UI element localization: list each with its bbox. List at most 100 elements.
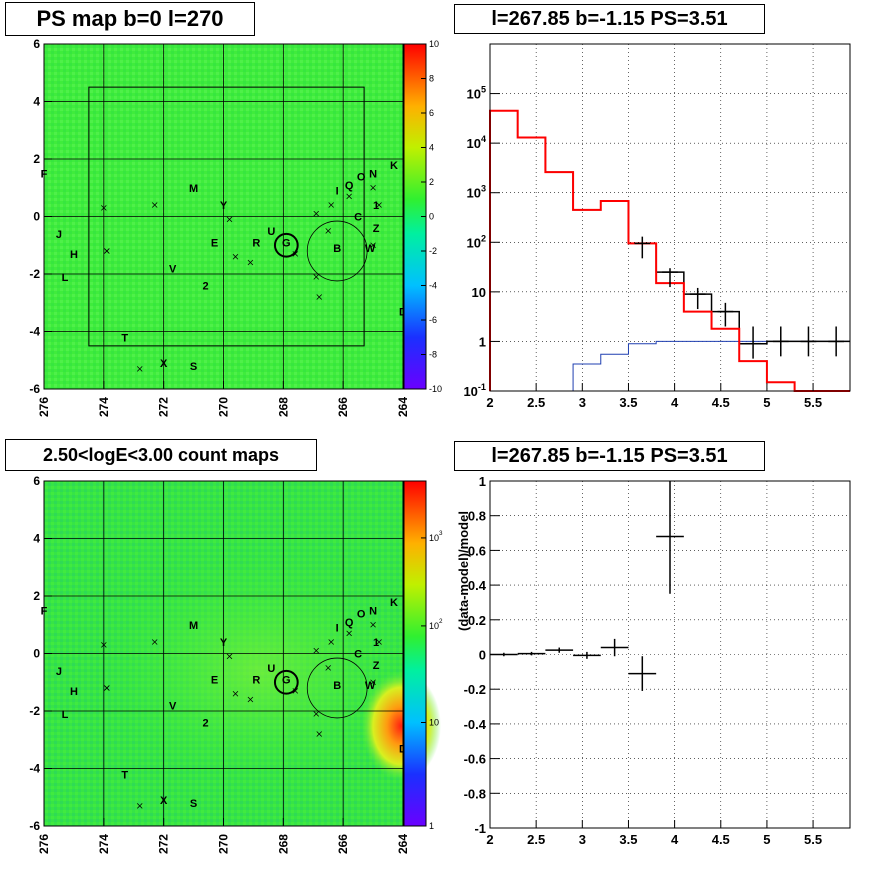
colorbar-tick-label: -10 bbox=[429, 384, 442, 394]
source-label: V bbox=[169, 700, 177, 712]
source-label: 1 bbox=[373, 200, 379, 212]
colorbar-tick-label: 6 bbox=[429, 108, 434, 118]
y-tick-label: 0.2 bbox=[468, 613, 486, 628]
source-label: C bbox=[354, 212, 362, 224]
source-label: Z bbox=[373, 223, 380, 235]
y-tick-label: 0.4 bbox=[468, 578, 487, 593]
source-cross bbox=[328, 639, 334, 645]
source-cross bbox=[313, 711, 320, 717]
x-tick-label: 2.5 bbox=[527, 832, 545, 847]
source-label: X bbox=[160, 795, 168, 807]
x-tick-label: 4.5 bbox=[712, 395, 730, 410]
colorbar-tick-label: 1 bbox=[429, 821, 434, 831]
source-cross bbox=[101, 642, 107, 648]
source-label: H bbox=[70, 249, 78, 261]
colorbar-tick-label: 4 bbox=[429, 143, 434, 153]
y-tick-label: 0.6 bbox=[468, 543, 486, 558]
source-label: K bbox=[390, 160, 398, 172]
x-tick-label: 276 bbox=[37, 397, 51, 417]
source-cross bbox=[151, 202, 158, 208]
source-cross bbox=[292, 251, 299, 257]
x-tick-label: 274 bbox=[97, 834, 111, 854]
x-tick-label: 270 bbox=[217, 834, 231, 854]
x-tick-label: 2.5 bbox=[527, 395, 545, 410]
source-cross bbox=[325, 665, 331, 671]
source-label: E bbox=[211, 237, 218, 249]
y-tick-label: 104 bbox=[466, 134, 486, 151]
source-cross bbox=[370, 184, 376, 191]
x-tick-label: 276 bbox=[37, 834, 51, 854]
y-tick-label: -0.8 bbox=[464, 786, 486, 801]
source-circle-b bbox=[306, 657, 368, 719]
source-label: 2 bbox=[202, 718, 208, 730]
source-cross bbox=[247, 696, 254, 703]
source-cross bbox=[370, 679, 376, 686]
source-cross bbox=[376, 202, 382, 208]
x-tick-label: 5.5 bbox=[804, 395, 822, 410]
x-tick-label: 266 bbox=[336, 834, 350, 854]
source-label: Y bbox=[220, 637, 228, 649]
x-tick-label: 5 bbox=[763, 395, 770, 410]
source-label: X bbox=[160, 358, 168, 370]
source-label: R bbox=[252, 674, 260, 686]
source-label: B bbox=[333, 680, 341, 692]
source-label: W bbox=[365, 680, 376, 692]
source-label: Z bbox=[373, 660, 380, 672]
source-label: U bbox=[267, 226, 275, 238]
source-label: E bbox=[211, 674, 218, 686]
y-tick-label: 2 bbox=[33, 589, 40, 603]
colorbar-tick-label: 10 bbox=[429, 39, 439, 49]
source-cross bbox=[313, 274, 320, 280]
y-tick-label: 1 bbox=[479, 334, 486, 349]
source-label: Q bbox=[345, 617, 354, 629]
spectrum-title: l=267.85 b=-1.15 PS=3.51 bbox=[454, 4, 765, 34]
y-tick-label: 6 bbox=[33, 474, 40, 488]
source-label: G bbox=[282, 674, 291, 686]
source-cross bbox=[346, 630, 352, 637]
residuals-panel: 2 2.5 3 3.5 4 4.5 5 5.5 1 0.8 0.6 0.4 0.2 0 -0.2 -0.4 -0… bbox=[456, 474, 851, 847]
source-circle-b bbox=[306, 220, 368, 282]
colorbar-count bbox=[404, 481, 426, 826]
source-label: W bbox=[365, 243, 376, 255]
x-tick-label: 3.5 bbox=[619, 832, 637, 847]
x-tick-label: 3.5 bbox=[619, 395, 637, 410]
y-tick-label: -6 bbox=[29, 382, 40, 396]
colorbar-tick-label: 2 bbox=[429, 177, 434, 187]
x-tick-label: 264 bbox=[396, 397, 410, 417]
colorbar-ps bbox=[404, 44, 426, 389]
source-cross bbox=[292, 688, 299, 694]
y-tick-label: 0.8 bbox=[468, 509, 486, 524]
source-cross bbox=[313, 647, 320, 654]
source-label: N bbox=[369, 605, 377, 617]
source-label: C bbox=[354, 649, 362, 661]
source-label: R bbox=[252, 237, 260, 249]
source-label: 1 bbox=[373, 637, 379, 649]
source-cross bbox=[325, 228, 331, 234]
source-label: N bbox=[369, 168, 377, 180]
source-cross bbox=[151, 639, 158, 645]
y-tick-label: 10 bbox=[472, 285, 486, 300]
y-tick-label: 105 bbox=[466, 85, 486, 102]
source-label: Y bbox=[220, 200, 228, 212]
x-tick-label: 268 bbox=[276, 397, 290, 417]
y-axis-label: (data-model)/model bbox=[456, 511, 471, 631]
y-tick-label: 6 bbox=[33, 37, 40, 51]
source-cross bbox=[370, 242, 376, 249]
x-tick-label: 2 bbox=[486, 832, 493, 847]
y-tick-label: 10-1 bbox=[463, 382, 486, 399]
colorbar-tick-label: 103 bbox=[429, 530, 443, 543]
x-tick-label: 4.5 bbox=[712, 832, 730, 847]
colorbar-tick-label: 8 bbox=[429, 74, 434, 84]
y-tick-label: -4 bbox=[29, 762, 40, 776]
source-cross bbox=[136, 803, 143, 809]
source-circle-g bbox=[273, 669, 299, 695]
source-cross bbox=[226, 216, 233, 223]
source-cross bbox=[316, 294, 323, 300]
x-tick-label: 3 bbox=[579, 832, 586, 847]
source-label: M bbox=[189, 183, 198, 195]
source-cross bbox=[247, 259, 254, 266]
source-label: G bbox=[282, 237, 291, 249]
y-tick-label: 4 bbox=[33, 532, 40, 546]
